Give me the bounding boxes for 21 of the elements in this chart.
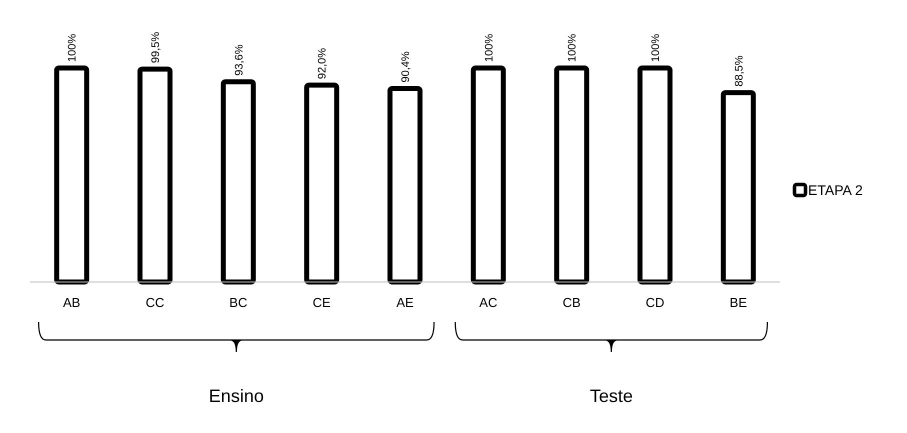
data-label: 100% (483, 34, 496, 62)
data-label: 92,0% (316, 48, 329, 80)
data-label: 99,5% (150, 32, 162, 64)
text: Teste (590, 386, 633, 406)
x-tick-label: AE (396, 295, 414, 310)
x-tick-label: AC (479, 295, 498, 310)
x-tick-label: CD (646, 295, 664, 310)
legend-label: ETAPA 2 (808, 182, 863, 198)
data-label: 93,6% (233, 44, 246, 76)
x-tick-label: CC (146, 295, 164, 310)
text: Ensino (208, 386, 264, 406)
x-tick-label: BC (229, 295, 248, 310)
data-label: 100% (566, 34, 579, 62)
data-label: 88,5% (733, 55, 746, 87)
x-tick-label: BE (730, 295, 748, 310)
x-tick-label: CE (312, 295, 332, 310)
data-label: 100% (650, 34, 662, 62)
x-tick-label: AB (62, 295, 80, 310)
data-label: 90,4% (400, 51, 412, 83)
data-label: 100% (66, 34, 79, 62)
x-tick-label: CB (562, 295, 581, 310)
